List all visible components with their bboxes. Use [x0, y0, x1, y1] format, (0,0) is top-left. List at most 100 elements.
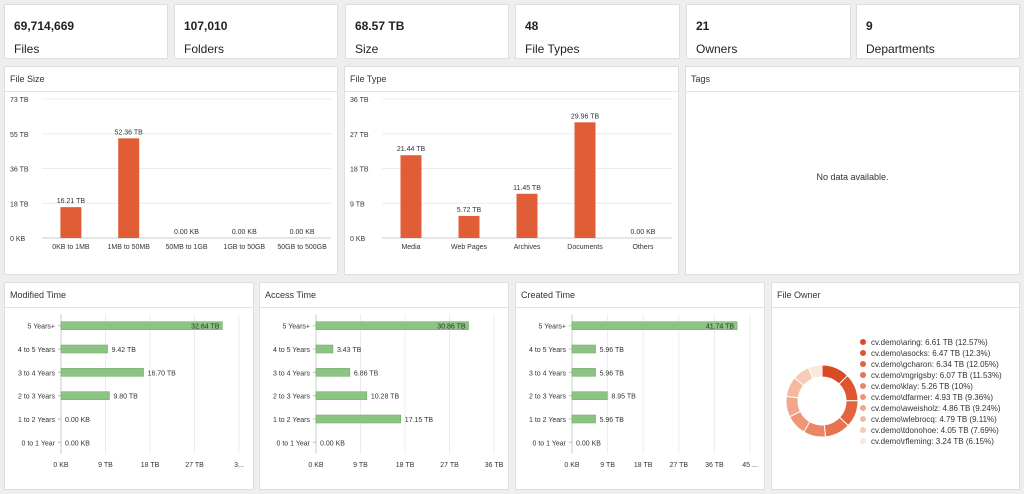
data-label: 10.28 TB — [371, 394, 400, 401]
x-tick-label: 45 ... — [742, 462, 758, 469]
data-label: 29.96 TB — [571, 113, 600, 120]
legend-label: cv.demo\mgrigsby: 6.07 TB (11.53%) — [871, 371, 1002, 380]
modified-time-chart: 0 KB 9 TB 18 TB 27 TB 3... 5 Years+ 32.64 TB 4 … — [18, 314, 244, 469]
data-label: 17.15 TB — [405, 417, 434, 424]
bar — [315, 321, 469, 330]
data-label: 52.36 TB — [115, 129, 144, 136]
data-label: 5.96 TB — [600, 370, 625, 377]
file-size-panel: File Size 0 KB 18 TB 36 TB 55 TB 73 TB 16.21 … — [4, 66, 338, 275]
access-time-panel: Access Time 0 KB 9 TB 18 TB 27 TB 36 TB 5 Yea… — [259, 282, 509, 490]
data-label: 5.96 TB — [600, 347, 625, 354]
bar — [516, 193, 538, 238]
data-label: 0.00 KB — [320, 440, 345, 447]
stat-card-file-types[interactable]: 48 File Types — [515, 4, 680, 59]
file-size-chart: 0 KB 18 TB 36 TB 55 TB 73 TB 16.21 TB 0KB to 1… — [10, 97, 331, 251]
x-tick-label: Web Pages — [451, 244, 488, 251]
legend-label: cv.demo\klay: 5.26 TB (10%) — [871, 382, 973, 391]
departments-label: Departments — [866, 42, 935, 56]
stat-card-folders[interactable]: 107,010 Folders — [174, 4, 338, 59]
bar — [60, 321, 223, 330]
legend-item[interactable]: cv.demo\tdonohoe: 4.05 TB (7.69%) — [860, 425, 1002, 436]
stat-card-owners[interactable]: 21 Owners — [686, 4, 851, 59]
data-label: 0.00 KB — [65, 417, 90, 424]
bar — [574, 122, 596, 238]
y-tick-label: 4 to 5 Years — [18, 347, 55, 354]
data-label: 5.72 TB — [457, 207, 482, 214]
x-tick-label: 27 TB — [670, 462, 689, 469]
data-label: 30.86 TB — [437, 324, 466, 331]
legend-label: cv.demo\aweisholz: 4.86 TB (9.24%) — [871, 404, 1001, 413]
bar — [571, 344, 596, 354]
access-time-chart: 0 KB 9 TB 18 TB 27 TB 36 TB 5 Years+ 30.86 TB 4… — [273, 314, 504, 469]
legend-label: cv.demo\rfleming: 3.24 TB (6.15%) — [871, 437, 994, 446]
y-tick-label: 3 to 4 Years — [18, 370, 55, 377]
data-label: 16.21 TB — [57, 198, 86, 205]
legend-label: cv.demo\wlebrocq: 4.79 TB (9.11%) — [871, 415, 997, 424]
bar — [571, 368, 596, 377]
stat-card-files[interactable]: 69,714,669 Files — [4, 4, 168, 59]
created-time-chart: 0 KB 9 TB 18 TB 27 TB 36 TB 45 ... 5 Years+ 41.… — [529, 314, 758, 469]
bar — [571, 414, 596, 424]
data-label: 3.43 TB — [337, 347, 362, 354]
stat-card-size[interactable]: 68.57 TB Size — [345, 4, 509, 59]
legend-dot-icon — [860, 383, 866, 389]
data-label: 9.80 TB — [113, 394, 138, 401]
y-tick-label: 9 TB — [350, 201, 365, 208]
x-tick-label: Archives — [514, 244, 541, 251]
file-types-count: 48 — [525, 19, 539, 33]
created-time-panel: Created Time 0 KB 9 TB 18 TB 27 TB 36 TB 45 .… — [515, 282, 765, 490]
folders-count: 107,010 — [184, 19, 228, 33]
x-tick-label: 0 KB — [564, 462, 580, 469]
bar — [571, 391, 608, 400]
legend-item[interactable]: cv.demo\klay: 5.26 TB (10%) — [860, 381, 1002, 392]
data-label: 32.64 TB — [191, 324, 220, 331]
y-tick-label: 36 TB — [10, 167, 29, 174]
legend-item[interactable]: cv.demo\aring: 6.61 TB (12.57%) — [860, 337, 1002, 348]
legend-item[interactable]: cv.demo\asocks: 6.47 TB (12.3%) — [860, 348, 1002, 359]
data-label: 21.44 TB — [397, 146, 426, 153]
file-size-title: File Size — [5, 67, 337, 92]
y-tick-label: 2 to 3 Years — [18, 394, 55, 401]
data-label: 0.00 KB — [290, 229, 315, 236]
x-tick-label: 50GB to 500GB — [277, 244, 327, 251]
size-value: 68.57 TB — [355, 19, 405, 33]
x-tick-label: 1MB to 50MB — [107, 244, 150, 251]
folders-label: Folders — [184, 42, 225, 56]
y-tick-label: 2 to 3 Years — [529, 394, 566, 401]
legend-item[interactable]: cv.demo\gcharon: 6.34 TB (12.05%) — [860, 359, 1002, 370]
data-label: 0.00 KB — [232, 229, 257, 236]
legend-item[interactable]: cv.demo\aweisholz: 4.86 TB (9.24%) — [860, 403, 1002, 414]
tags-title: Tags — [686, 67, 1019, 92]
legend-item[interactable]: cv.demo\mgrigsby: 6.07 TB (11.53%) — [860, 370, 1002, 381]
legend-label: cv.demo\aring: 6.61 TB (12.57%) — [871, 338, 988, 347]
data-label: 16.70 TB — [148, 370, 177, 377]
y-tick-label: 0 to 1 Year — [22, 440, 56, 447]
x-tick-label: 18 TB — [634, 462, 653, 469]
files-count: 69,714,669 — [14, 19, 75, 33]
size-label: Size — [355, 42, 379, 56]
x-tick-label: 18 TB — [396, 462, 415, 469]
modified-time-title: Modified Time — [5, 283, 253, 308]
x-tick-label: 9 TB — [353, 462, 368, 469]
data-label: 0.00 KB — [576, 440, 601, 447]
bar — [60, 344, 108, 354]
y-tick-label: 0 to 1 Year — [533, 440, 567, 447]
legend-item[interactable]: cv.demo\dfarmer: 4.93 TB (9.36%) — [860, 392, 1002, 403]
donut-slice — [807, 364, 823, 380]
legend-item[interactable]: cv.demo\wlebrocq: 4.79 TB (9.11%) — [860, 414, 1002, 425]
data-label: 8.95 TB — [611, 394, 636, 401]
bar — [400, 155, 422, 238]
y-tick-label: 18 TB — [350, 167, 369, 174]
legend-item[interactable]: cv.demo\rfleming: 3.24 TB (6.15%) — [860, 436, 1002, 447]
data-label: 41.74 TB — [706, 324, 735, 331]
y-tick-label: 0 KB — [10, 236, 26, 243]
x-tick-label: 0 KB — [53, 462, 69, 469]
y-tick-label: 18 TB — [10, 201, 29, 208]
x-tick-label: 27 TB — [185, 462, 204, 469]
stat-card-departments[interactable]: 9 Departments — [856, 4, 1020, 59]
file-owner-panel: File Owner cv.demo\aring: 6.61 TB (12.57… — [771, 282, 1020, 490]
file-owner-donut — [785, 364, 859, 438]
tags-panel: Tags No data available. — [685, 66, 1020, 275]
data-label: 5.96 TB — [600, 417, 625, 424]
x-tick-label: 9 TB — [98, 462, 113, 469]
